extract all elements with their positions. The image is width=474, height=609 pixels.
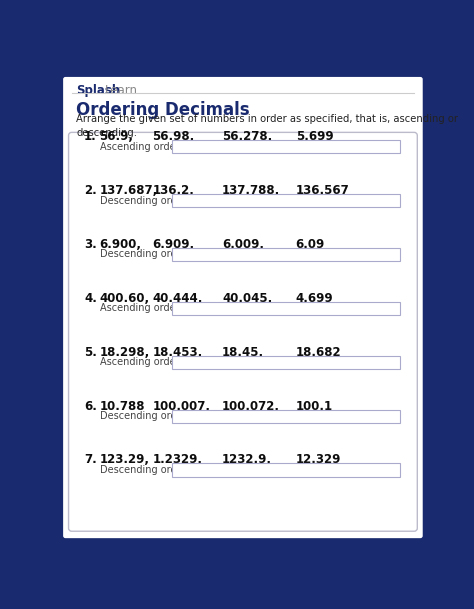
Text: 137.788,: 137.788,	[222, 184, 280, 197]
Text: Ascending order:: Ascending order:	[100, 142, 182, 152]
Text: 40.045,: 40.045,	[222, 292, 272, 304]
Text: 136.567: 136.567	[296, 184, 349, 197]
FancyBboxPatch shape	[69, 132, 417, 531]
Text: 18.682: 18.682	[296, 346, 341, 359]
Text: 18.453,: 18.453,	[152, 346, 202, 359]
Text: 2.: 2.	[84, 184, 97, 197]
Text: Arrange the given set of numbers in order as specified, that is, ascending or
de: Arrange the given set of numbers in orde…	[76, 114, 458, 138]
Bar	[172, 302, 400, 315]
Text: 6.: 6.	[84, 400, 97, 412]
Text: Descending order:: Descending order:	[100, 465, 189, 475]
Text: 136.2,: 136.2,	[152, 184, 194, 197]
Text: 7.: 7.	[84, 454, 97, 466]
Text: 123.29,: 123.29,	[100, 454, 150, 466]
Text: 18.45,: 18.45,	[222, 346, 264, 359]
Text: Ascending order:: Ascending order:	[100, 303, 182, 313]
Text: 56.9,: 56.9,	[100, 130, 134, 143]
Text: 6.900,: 6.900,	[100, 238, 142, 251]
Text: Descending order:: Descending order:	[100, 250, 189, 259]
Text: Descending order:: Descending order:	[100, 195, 189, 205]
Text: 12.329: 12.329	[296, 454, 341, 466]
Text: Learn: Learn	[105, 84, 138, 97]
Text: 4.: 4.	[84, 292, 97, 304]
Text: 100.1: 100.1	[296, 400, 333, 412]
Text: 40.444,: 40.444,	[152, 292, 202, 304]
Bar	[172, 194, 400, 207]
Bar	[172, 410, 400, 423]
Text: Ascending order:: Ascending order:	[100, 357, 182, 367]
Text: 4.699: 4.699	[296, 292, 333, 304]
Text: 100.007,: 100.007,	[152, 400, 210, 412]
Text: 6.009,: 6.009,	[222, 238, 264, 251]
Text: Ordering Decimals: Ordering Decimals	[76, 101, 250, 119]
Text: 6.09: 6.09	[296, 238, 325, 251]
Text: 400.60,: 400.60,	[100, 292, 150, 304]
Bar	[172, 356, 400, 369]
Text: 6.909,: 6.909,	[152, 238, 194, 251]
Text: 1.: 1.	[84, 130, 97, 143]
Text: Splash: Splash	[76, 84, 120, 97]
Bar	[172, 248, 400, 261]
Text: 5.: 5.	[84, 346, 97, 359]
Text: 1.2329,: 1.2329,	[152, 454, 202, 466]
Text: 137.687,: 137.687,	[100, 184, 158, 197]
Text: Descending order:: Descending order:	[100, 411, 189, 421]
Bar	[172, 140, 400, 153]
Text: 1232.9,: 1232.9,	[222, 454, 272, 466]
Text: 10.788: 10.788	[100, 400, 145, 412]
Text: 18.298,: 18.298,	[100, 346, 150, 359]
FancyBboxPatch shape	[63, 77, 423, 538]
Text: 56.278,: 56.278,	[222, 130, 272, 143]
Text: 3.: 3.	[84, 238, 97, 251]
Text: 56.98,: 56.98,	[152, 130, 194, 143]
Text: 100.072,: 100.072,	[222, 400, 280, 412]
Text: 5.699: 5.699	[296, 130, 333, 143]
Bar	[172, 463, 400, 477]
